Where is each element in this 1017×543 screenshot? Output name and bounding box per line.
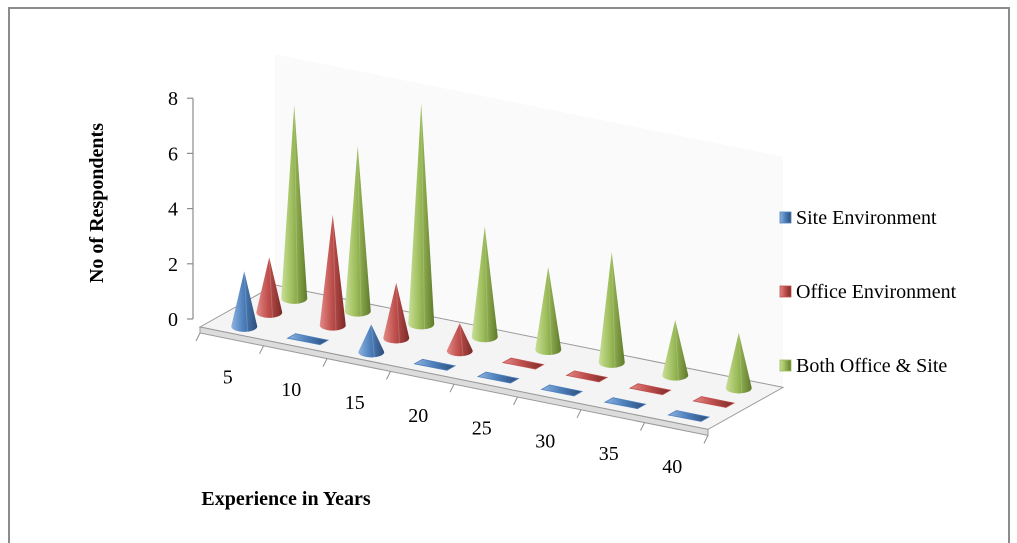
x-axis: 5 10 15 20 25 30 35 40 xyxy=(223,366,683,478)
y-tick-label-6: 6 xyxy=(168,143,178,165)
x-tick-mark xyxy=(259,345,264,355)
cone-site-environment-5 xyxy=(231,271,258,332)
cone-site-environment-30 xyxy=(540,384,584,397)
cone-both-office-site-20 xyxy=(471,226,498,343)
legend-item-both-office-site: Both Office & Site xyxy=(779,355,947,377)
y-tick-label-8: 8 xyxy=(168,88,178,110)
legend-item-office-environment: Office Environment xyxy=(779,281,957,303)
cone-both-office-site-25 xyxy=(535,266,562,356)
y-axis-title: No of Respondents xyxy=(86,123,108,283)
x-tick-mark xyxy=(703,435,709,444)
legend-swatch xyxy=(779,285,792,298)
legend: Site Environment Office Environment Both O… xyxy=(779,207,957,377)
cone-both-office-site-15 xyxy=(408,103,435,330)
cone-both-office-site-30 xyxy=(598,251,625,368)
cone-office-environment-10 xyxy=(319,214,346,331)
x-tick-label-15: 15 xyxy=(345,392,365,414)
cone-office-environment-25 xyxy=(501,357,545,370)
x-tick-mark xyxy=(195,332,201,342)
x-tick-mark xyxy=(513,396,518,406)
cone-site-environment-25 xyxy=(476,371,520,384)
legend-label: Both Office & Site xyxy=(796,355,947,377)
x-tick-label-5: 5 xyxy=(223,366,233,388)
x-tick-mark xyxy=(322,358,328,367)
cone-both-office-site-35 xyxy=(662,319,689,381)
chart-back-wall xyxy=(275,54,783,388)
cone-office-environment-30 xyxy=(565,370,609,383)
cone-office-environment-35 xyxy=(628,383,672,396)
cone-office-environment-15 xyxy=(383,282,410,344)
cone-site-environment-40 xyxy=(667,410,711,422)
legend-swatch xyxy=(779,211,792,224)
x-tick-label-30: 30 xyxy=(535,430,555,452)
x-tick-label-25: 25 xyxy=(472,418,492,440)
x-tick-label-35: 35 xyxy=(599,443,619,465)
x-tick-mark xyxy=(449,383,455,393)
x-tick-mark xyxy=(576,409,582,419)
cone-site-environment-35 xyxy=(603,397,647,410)
cone-site-environment-15 xyxy=(358,324,385,358)
cone-site-environment-10 xyxy=(286,333,330,346)
cone-office-environment-40 xyxy=(692,396,736,408)
cone-both-office-site-10 xyxy=(344,145,371,317)
x-tick-label-40: 40 xyxy=(662,456,682,478)
back-wall-panel xyxy=(275,54,783,388)
y-tick-label-2: 2 xyxy=(168,254,178,276)
legend-swatch xyxy=(779,359,792,372)
x-tick-mark xyxy=(640,422,645,431)
x-axis-title: Experience in Years xyxy=(201,488,370,510)
chart-cones xyxy=(231,103,752,422)
x-tick-label-10: 10 xyxy=(281,379,301,401)
x-tick-mark xyxy=(386,371,391,380)
legend-label: Office Environment xyxy=(796,281,957,303)
y-tick-label-4: 4 xyxy=(168,199,178,221)
x-tick-label-20: 20 xyxy=(408,405,428,427)
cone-office-environment-20 xyxy=(446,323,473,357)
legend-item-site-environment: Site Environment xyxy=(779,207,937,229)
legend-label: Site Environment xyxy=(796,207,937,229)
y-axis: 0 2 4 6 8 xyxy=(168,88,194,331)
y-tick-label-0: 0 xyxy=(168,309,178,331)
cone-office-environment-5 xyxy=(256,257,283,318)
chart-floor xyxy=(195,284,785,444)
cone-both-office-site-40 xyxy=(725,332,752,394)
cone-site-environment-20 xyxy=(413,358,457,371)
cone-both-office-site-5 xyxy=(281,105,308,304)
